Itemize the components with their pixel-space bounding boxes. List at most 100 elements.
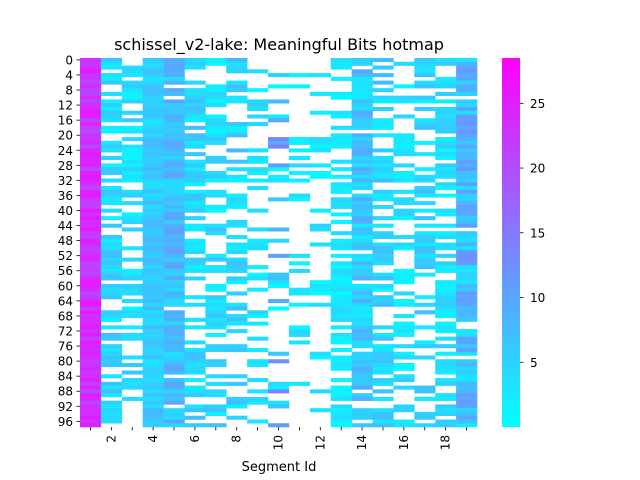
- heatmap-cell: [372, 80, 394, 85]
- heatmap-cell: [205, 389, 227, 394]
- heatmap-cell: [121, 69, 143, 74]
- heatmap-cell: [456, 310, 478, 315]
- heatmap-cell: [372, 167, 394, 172]
- y-tick-label: 16: [58, 114, 73, 128]
- heatmap-cell: [121, 189, 143, 194]
- heatmap-cell: [330, 404, 352, 409]
- heatmap-cell: [205, 223, 227, 228]
- heatmap-cell: [330, 133, 352, 138]
- heatmap-cell: [100, 257, 123, 262]
- heatmap-cell: [456, 103, 478, 108]
- heatmap-cell: [163, 182, 185, 187]
- heatmap-cell: [163, 253, 185, 258]
- heatmap-cell: [372, 362, 394, 368]
- heatmap-cell: [351, 246, 373, 251]
- heatmap-cell: [205, 178, 227, 183]
- heatmap-cell: [456, 125, 478, 130]
- heatmap-cell: [184, 370, 206, 375]
- heatmap-cell: [414, 265, 436, 270]
- heatmap-cell: [435, 298, 457, 304]
- heatmap-cell: [226, 167, 248, 172]
- heatmap-cell: [309, 351, 332, 356]
- heatmap-cell: [163, 276, 185, 281]
- heatmap-cell: [163, 268, 185, 273]
- heatmap-cell: [330, 91, 352, 96]
- heatmap-cell: [330, 347, 352, 352]
- heatmap-cell: [456, 378, 478, 383]
- heatmap-cell: [184, 347, 206, 352]
- heatmap-cell: [184, 110, 206, 115]
- heatmap-cell: [393, 325, 415, 330]
- heatmap-cell: [163, 204, 185, 209]
- heatmap-cell: [163, 393, 185, 398]
- heatmap-cell: [163, 246, 185, 251]
- heatmap-cell: [351, 178, 373, 183]
- heatmap-cell: [163, 152, 185, 157]
- heatmap-cell: [100, 276, 123, 281]
- colorbar-tick-label: 5: [530, 356, 538, 370]
- heatmap-cell: [309, 302, 332, 307]
- heatmap-cell: [456, 317, 478, 322]
- heatmap-cell: [288, 193, 311, 198]
- heatmap-cell: [121, 174, 143, 179]
- heatmap-cell: [435, 152, 457, 157]
- heatmap-cell: [351, 223, 373, 228]
- heatmap-cell: [351, 359, 373, 364]
- heatmap-cell: [435, 76, 457, 81]
- heatmap-cell: [268, 400, 290, 405]
- heatmap-cell: [80, 204, 102, 209]
- heatmap-cell: [372, 325, 394, 330]
- heatmap-cell: [80, 355, 102, 360]
- heatmap-cell: [456, 110, 478, 115]
- heatmap-cell: [268, 227, 290, 232]
- heatmap-cell: [309, 137, 332, 142]
- heatmap-cell: [435, 344, 457, 349]
- heatmap-cell: [247, 314, 269, 319]
- heatmap-cell: [393, 212, 415, 217]
- heatmap-cell: [435, 137, 457, 142]
- heatmap-cell: [142, 163, 164, 168]
- heatmap-cell: [142, 366, 164, 371]
- heatmap-cell: [456, 106, 478, 112]
- heatmap-cell: [100, 295, 123, 300]
- heatmap-cell: [121, 84, 143, 89]
- heatmap-cell: [414, 385, 436, 390]
- heatmap-cell: [330, 137, 352, 142]
- heatmap-cell: [80, 298, 102, 304]
- heatmap-cell: [372, 106, 394, 112]
- heatmap-cell: [184, 250, 206, 255]
- heatmap-cell: [456, 178, 478, 183]
- heatmap-cell: [456, 306, 478, 311]
- heatmap-cell: [351, 69, 373, 74]
- heatmap-cell: [435, 193, 457, 198]
- heatmap-cell: [330, 61, 352, 66]
- heatmap-cell: [121, 159, 143, 164]
- heatmap-cell: [163, 238, 185, 243]
- heatmap-cell: [142, 242, 164, 247]
- heatmap-cell: [80, 216, 102, 221]
- heatmap-cell: [142, 314, 164, 319]
- y-tick-label: 44: [58, 219, 73, 233]
- heatmap-cell: [456, 280, 478, 285]
- heatmap-cell: [163, 231, 185, 236]
- heatmap-cell: [184, 167, 206, 172]
- heatmap-cell: [226, 381, 248, 386]
- heatmap-cell: [184, 242, 206, 247]
- heatmap-cell: [351, 208, 373, 213]
- heatmap-cell: [351, 321, 373, 326]
- heatmap-cell: [205, 174, 227, 179]
- heatmap-cell: [205, 95, 227, 100]
- heatmap-cell: [100, 80, 123, 85]
- heatmap-cell: [351, 193, 373, 198]
- heatmap-cell: [121, 246, 143, 251]
- heatmap-cell: [163, 73, 185, 78]
- heatmap-cell: [351, 310, 373, 315]
- heatmap-cell: [142, 61, 164, 66]
- y-tick-label: 8: [65, 84, 73, 98]
- heatmap-cell: [393, 344, 415, 349]
- heatmap-cell: [351, 227, 373, 232]
- heatmap-cell: [142, 80, 164, 85]
- heatmap-cell: [247, 276, 269, 281]
- heatmap-cell: [121, 310, 143, 315]
- heatmap-cell: [142, 189, 164, 194]
